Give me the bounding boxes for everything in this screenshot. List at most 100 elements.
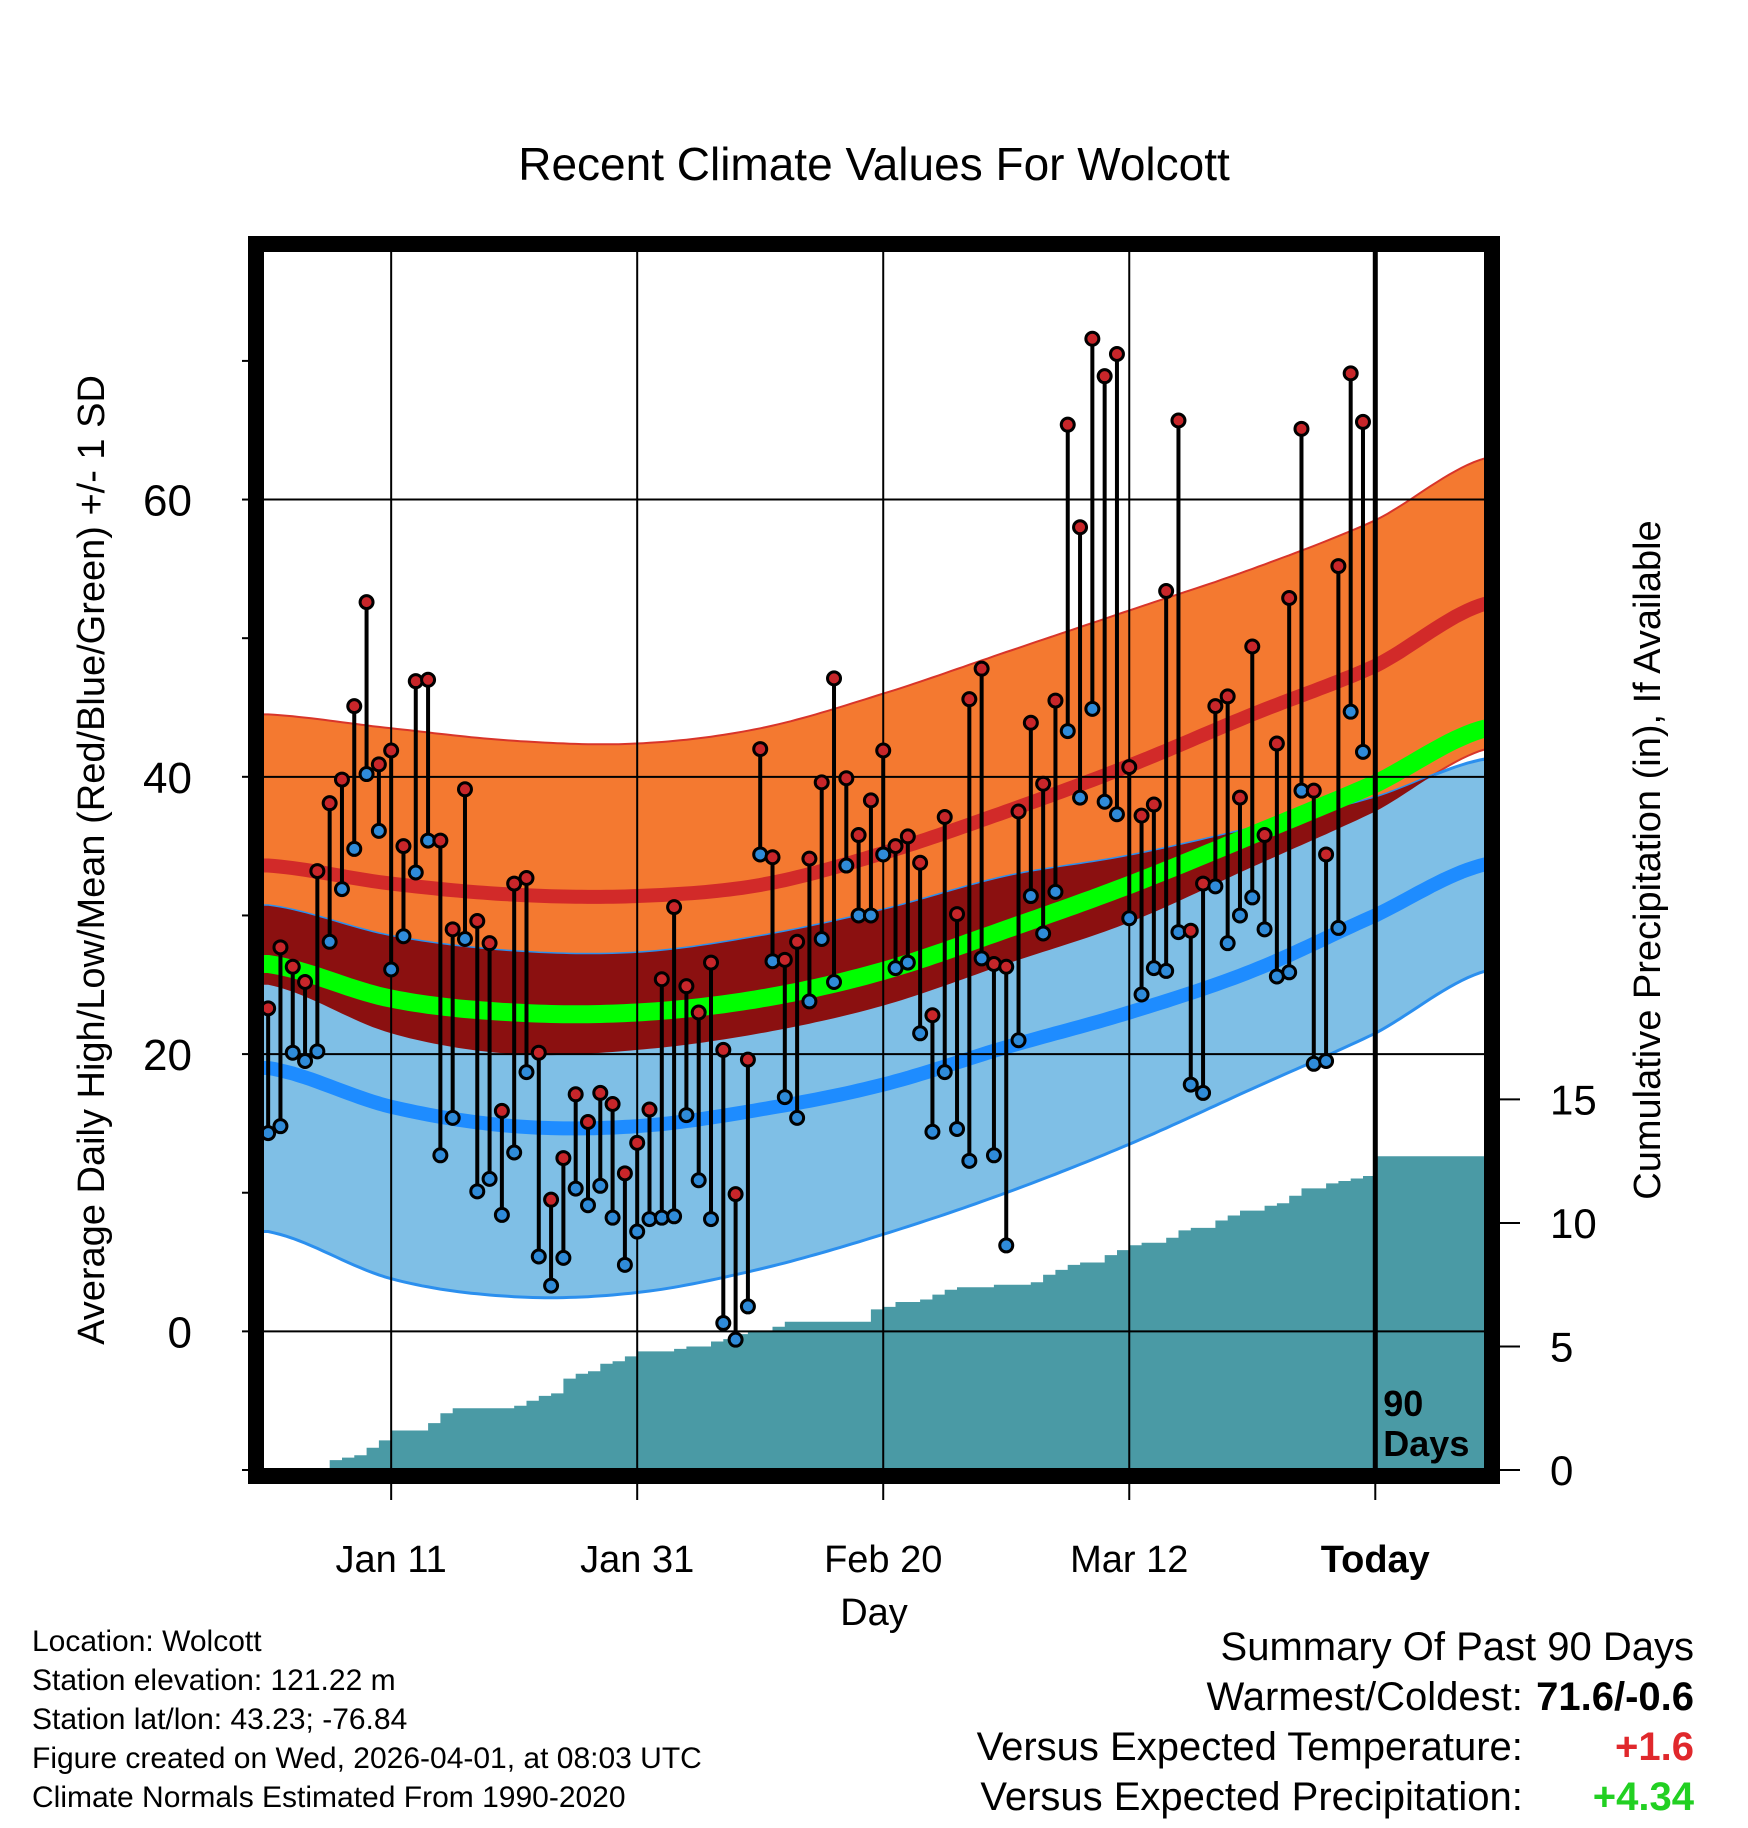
daily-high-point (973, 660, 990, 677)
daily-high-point (346, 698, 363, 715)
daily-high-point (1318, 846, 1335, 863)
daily-low-point (998, 1237, 1015, 1254)
daily-high-point (1096, 368, 1113, 385)
daily-high-point (1072, 519, 1089, 536)
daily-low-point (949, 1120, 966, 1137)
daily-high-point (555, 1150, 572, 1167)
daily-high-point (727, 1186, 744, 1203)
y2-tick-label: 10 (1550, 1200, 1597, 1247)
y-tick-label: 40 (143, 754, 192, 803)
daily-high-point (629, 1134, 646, 1151)
daily-high-point (1231, 789, 1248, 806)
daily-low-point (1158, 962, 1175, 979)
daily-low-point (813, 931, 830, 948)
daily-high-point (579, 1114, 596, 1131)
daily-low-point (924, 1123, 941, 1140)
daily-low-point (1010, 1032, 1027, 1049)
daily-low-point (481, 1170, 498, 1187)
x-tick-label: Jan 31 (580, 1539, 694, 1581)
daily-low-point (469, 1183, 486, 1200)
daily-high-point (297, 974, 314, 990)
daily-low-point (309, 1043, 326, 1060)
daily-low-point (666, 1208, 683, 1225)
daily-high-point (703, 954, 720, 971)
latlon-text: Station lat/lon: 43.23; -76.84 (32, 1703, 408, 1736)
daily-high-point (641, 1101, 658, 1118)
daily-low-point (1084, 700, 1101, 717)
daily-low-point (1133, 986, 1150, 1003)
daily-low-point (321, 933, 338, 950)
created-text: Figure created on Wed, 2026-04-01, at 08… (32, 1742, 702, 1775)
today-days-label: Days (1383, 1423, 1469, 1464)
today-days-number: 90 (1383, 1383, 1423, 1424)
x-axis-label: Day (840, 1592, 908, 1634)
daily-high-point (1059, 416, 1076, 433)
daily-low-point (444, 1109, 461, 1126)
daily-high-point (420, 671, 437, 688)
daily-high-point (481, 935, 498, 952)
daily-low-point (862, 907, 879, 924)
daily-high-point (444, 921, 461, 938)
daily-high-point (936, 809, 953, 826)
daily-low-point (579, 1197, 596, 1214)
daily-low-point (838, 857, 855, 874)
daily-low-point (407, 864, 424, 881)
daily-low-point (616, 1256, 633, 1273)
daily-low-point (739, 1298, 756, 1315)
daily-low-point (1195, 1084, 1212, 1101)
daily-high-point (764, 849, 781, 866)
daily-low-point (1330, 919, 1347, 936)
summary-title: Summary Of Past 90 Days (1220, 1625, 1694, 1669)
daily-high-point (789, 933, 806, 950)
daily-high-point (912, 854, 929, 871)
daily-high-point (309, 863, 326, 880)
daily-high-point (776, 951, 793, 968)
mean-line (262, 719, 1486, 1024)
y2-tick-label: 5 (1550, 1323, 1573, 1370)
daily-low-point (1219, 935, 1236, 952)
daily-high-point (604, 1096, 621, 1112)
daily-high-point (543, 1191, 560, 1208)
daily-high-point (1207, 698, 1224, 715)
daily-high-point (949, 906, 966, 923)
daily-high-point (739, 1051, 756, 1068)
daily-high-point (1256, 827, 1273, 844)
daily-low-point (432, 1147, 449, 1164)
daily-high-point (333, 771, 350, 788)
daily-low-point (493, 1206, 510, 1223)
daily-low-point (727, 1331, 744, 1348)
daily-high-point (1305, 782, 1322, 799)
y-tick-label: 0 (168, 1308, 192, 1357)
daily-low-point (801, 993, 818, 1010)
precip-value: +4.34 (1592, 1775, 1694, 1819)
daily-high-point (1354, 413, 1371, 430)
daily-high-point (690, 1004, 707, 1021)
daily-high-point (826, 670, 843, 687)
temp-value: +1.6 (1615, 1725, 1694, 1769)
daily-high-point (530, 1044, 547, 1061)
y2-tick-label: 15 (1550, 1076, 1597, 1123)
daily-high-point (1219, 688, 1236, 705)
daily-low-point (899, 954, 916, 971)
daily-high-point (456, 781, 473, 798)
daily-low-point (1244, 889, 1261, 906)
daily-low-point (272, 1118, 289, 1135)
daily-low-point (567, 1180, 584, 1197)
daily-low-point (1108, 806, 1125, 823)
plot-frame (248, 236, 1500, 1484)
low-mean-line (262, 857, 1486, 1136)
daily-low-point (530, 1248, 547, 1265)
elevation-text: Station elevation: 121.22 m (32, 1664, 396, 1697)
daily-low-point (715, 1315, 732, 1332)
daily-low-point (961, 1152, 978, 1169)
daily-low-point (690, 1172, 707, 1189)
daily-low-point (629, 1223, 646, 1240)
daily-high-point (358, 594, 375, 611)
daily-high-point (899, 828, 916, 845)
daily-high-point (567, 1086, 584, 1103)
daily-low-point (1207, 878, 1224, 895)
daily-high-point (1121, 759, 1138, 776)
daily-low-point (1231, 907, 1248, 924)
warm-cold-row: Warmest/Coldest: 71.6/-0.6 (977, 1672, 1695, 1722)
